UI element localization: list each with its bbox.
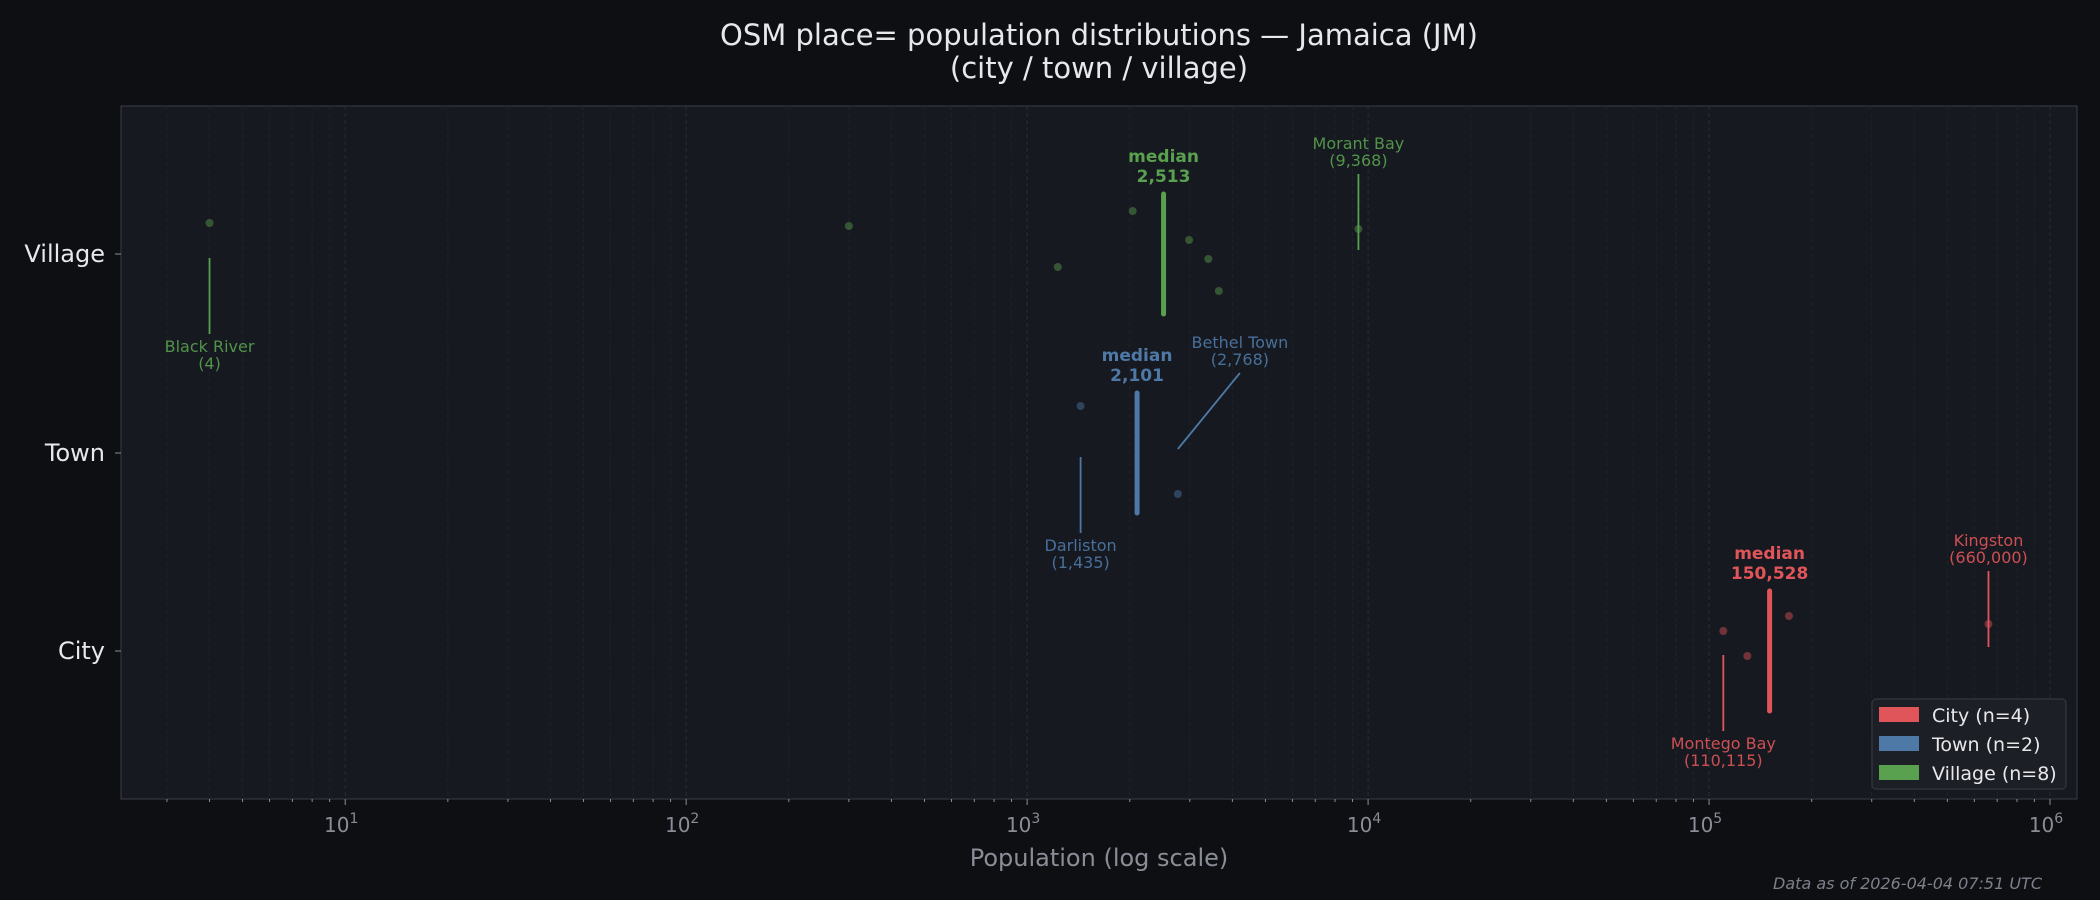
legend-swatch-city bbox=[1879, 707, 1919, 722]
data-point bbox=[1719, 627, 1728, 635]
median-value-label: 2,513 bbox=[1137, 167, 1191, 187]
y-tick-label: Village bbox=[24, 240, 105, 268]
data-point bbox=[1784, 612, 1793, 620]
x-tick-exponent: 2 bbox=[690, 811, 699, 827]
x-tick-label: 105 bbox=[1688, 811, 1722, 837]
data-point bbox=[844, 222, 853, 230]
x-tick-exponent: 6 bbox=[2054, 811, 2063, 827]
data-point bbox=[1185, 236, 1194, 244]
x-tick-label: 102 bbox=[665, 811, 699, 837]
x-tick-base: 10 bbox=[665, 813, 690, 837]
legend-label-city: City (n=4) bbox=[1932, 705, 2030, 727]
x-tick-label: 103 bbox=[1006, 811, 1040, 837]
data-point bbox=[1128, 207, 1137, 215]
annotation-value: (2,768) bbox=[1211, 350, 1269, 369]
y-tick-label: Town bbox=[44, 439, 105, 467]
x-tick-base: 10 bbox=[1347, 813, 1372, 837]
data-point bbox=[205, 219, 214, 227]
legend-swatch-village bbox=[1879, 765, 1919, 780]
x-tick-label: 106 bbox=[2029, 811, 2063, 837]
x-tick-exponent: 3 bbox=[1031, 811, 1040, 827]
chart-title: OSM place= population distributions — Ja… bbox=[720, 18, 1478, 52]
annotation-name: Darliston bbox=[1045, 536, 1117, 555]
x-tick-label: 104 bbox=[1347, 811, 1381, 837]
annotation-value: (1,435) bbox=[1051, 553, 1109, 572]
annotation-name: Black River bbox=[165, 337, 255, 356]
data-point bbox=[1743, 652, 1752, 660]
footer-timestamp: Data as of 2026-04-04 07:51 UTC bbox=[1773, 874, 2043, 893]
chart-subtitle: (city / town / village) bbox=[950, 51, 1248, 85]
x-tick-exponent: 5 bbox=[1713, 811, 1722, 827]
data-point bbox=[1204, 255, 1213, 263]
annotation-value: (660,000) bbox=[1949, 548, 2028, 567]
annotation-name: Bethel Town bbox=[1192, 333, 1289, 352]
x-tick-exponent: 4 bbox=[1372, 811, 1381, 827]
annotation-name: Kingston bbox=[1954, 531, 2024, 550]
legend-swatch-town bbox=[1879, 736, 1919, 751]
legend: City (n=4) Town (n=2) Village (n=8) bbox=[1871, 698, 2067, 790]
data-point bbox=[1214, 287, 1223, 295]
x-tick-label: 101 bbox=[324, 811, 358, 837]
data-point bbox=[1053, 263, 1062, 271]
annotation-leader-line bbox=[1177, 372, 1241, 450]
data-point bbox=[1173, 490, 1182, 498]
median-value-label: 150,528 bbox=[1731, 564, 1808, 584]
annotation-value: (110,115) bbox=[1684, 751, 1763, 770]
grid bbox=[166, 106, 2051, 799]
annotation-value: (9,368) bbox=[1329, 151, 1387, 170]
legend-label-village: Village (n=8) bbox=[1932, 763, 2057, 785]
annotation-name: Morant Bay bbox=[1313, 134, 1405, 153]
x-tick-base: 10 bbox=[1688, 813, 1713, 837]
x-tick-base: 10 bbox=[324, 813, 349, 837]
median-label: median bbox=[1734, 544, 1805, 564]
legend-label-town: Town (n=2) bbox=[1931, 734, 2041, 756]
annotation-name: Montego Bay bbox=[1671, 734, 1776, 753]
median-label: median bbox=[1128, 147, 1199, 167]
median-value-label: 2,101 bbox=[1110, 366, 1164, 386]
x-tick-base: 10 bbox=[2029, 813, 2054, 837]
plot-area bbox=[120, 105, 2078, 800]
x-axis-label: Population (log scale) bbox=[970, 844, 1229, 872]
annotation-value: (4) bbox=[198, 354, 221, 373]
data-point bbox=[1076, 402, 1085, 410]
x-tick-exponent: 1 bbox=[349, 811, 358, 827]
x-tick-base: 10 bbox=[1006, 813, 1031, 837]
y-tick-label: City bbox=[58, 637, 105, 665]
median-label: median bbox=[1102, 346, 1173, 366]
legend-box bbox=[1871, 698, 2067, 790]
